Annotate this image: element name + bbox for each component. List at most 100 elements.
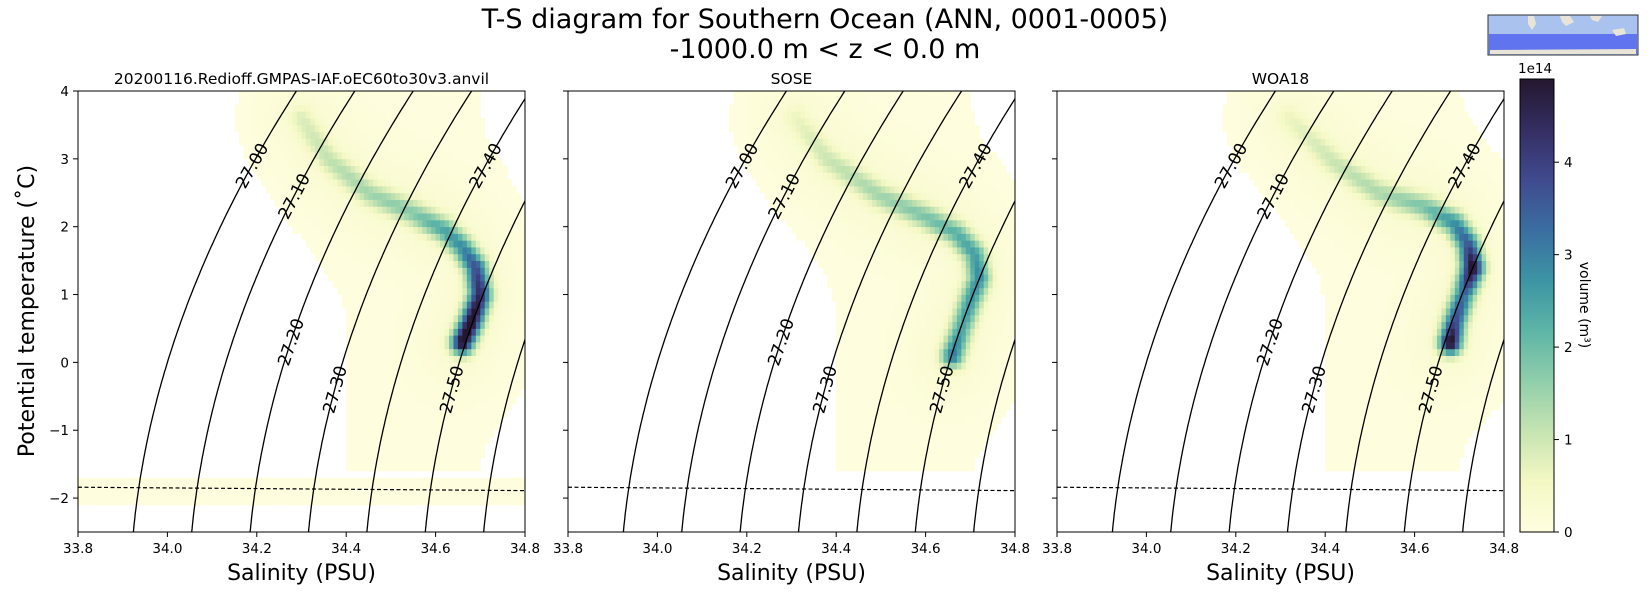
histogram-cell: [947, 464, 953, 472]
histogram-cell: [328, 226, 334, 234]
histogram-cell: [323, 233, 329, 241]
histogram-cell: [390, 443, 396, 451]
histogram-cell: [475, 206, 481, 214]
histogram-cell: [921, 274, 926, 282]
histogram-cell: [247, 111, 253, 119]
histogram-cell: [903, 274, 909, 282]
histogram-cell: [840, 416, 846, 424]
histogram-cell: [939, 274, 944, 282]
histogram-cell: [261, 145, 267, 153]
histogram-cell: [939, 308, 944, 316]
histogram-cell: [885, 152, 891, 160]
histogram-cell: [511, 375, 517, 384]
histogram-cell: [301, 498, 307, 506]
histogram-cell: [417, 348, 423, 356]
histogram-cell: [836, 328, 842, 336]
histogram-cell: [386, 185, 392, 194]
histogram-cell: [444, 355, 450, 363]
histogram-cell: [516, 294, 521, 302]
histogram-cell: [332, 274, 338, 282]
histogram-cell: [511, 484, 517, 492]
histogram-cell: [453, 97, 459, 105]
histogram-cell: [373, 342, 378, 350]
histogram-cell: [813, 213, 819, 221]
histogram-cell: [885, 416, 891, 424]
histogram-cell: [871, 274, 877, 282]
histogram-cell: [782, 185, 788, 194]
histogram-cell: [782, 213, 788, 221]
histogram-cell: [795, 158, 801, 167]
histogram-cell: [520, 355, 525, 363]
histogram-cell: [113, 498, 119, 506]
histogram-cell: [449, 389, 454, 397]
histogram-cell: [310, 477, 316, 485]
histogram-cell: [109, 491, 115, 499]
histogram-cell: [952, 423, 958, 431]
histogram-cell: [457, 253, 463, 262]
histogram-cell: [444, 91, 450, 99]
histogram-cell: [471, 416, 477, 424]
histogram-cell: [426, 314, 432, 323]
histogram-cell: [346, 369, 352, 377]
histogram-cell: [840, 321, 846, 329]
histogram-cell: [782, 111, 788, 119]
histogram-cell: [466, 280, 472, 289]
histogram-cell: [323, 491, 329, 499]
histogram-cell: [493, 206, 499, 214]
histogram-cell: [310, 152, 316, 160]
histogram-cell: [426, 484, 432, 492]
histogram-cell: [880, 287, 886, 295]
histogram-cell: [435, 138, 441, 146]
histogram-cell: [136, 491, 141, 499]
histogram-cell: [907, 450, 913, 458]
histogram-cell: [840, 179, 846, 187]
histogram-cell: [435, 165, 441, 173]
histogram-cell: [435, 328, 441, 336]
histogram-cell: [471, 219, 477, 228]
histogram-cell: [854, 145, 859, 153]
histogram-cell: [912, 443, 918, 451]
histogram-cell: [956, 369, 962, 377]
histogram-cell: [845, 369, 851, 377]
histogram-cell: [319, 131, 325, 139]
histogram-cell: [319, 491, 325, 499]
histogram-cell: [355, 199, 361, 207]
histogram-cell: [822, 97, 828, 105]
histogram-cell: [431, 294, 436, 302]
histogram-cell: [903, 328, 909, 336]
histogram-cell: [238, 498, 244, 506]
histogram-cell: [390, 97, 396, 105]
histogram-cell: [314, 484, 320, 492]
histogram-cell: [323, 124, 329, 133]
histogram-cell: [489, 301, 495, 309]
histogram-cell: [462, 267, 468, 275]
histogram-cell: [863, 375, 868, 384]
histogram-cell: [471, 491, 477, 499]
histogram-cell: [903, 240, 909, 248]
histogram-cell: [422, 416, 428, 424]
histogram-cell: [261, 131, 267, 139]
histogram-cell: [310, 118, 316, 126]
histogram-cell: [346, 498, 352, 506]
histogram-cell: [364, 403, 369, 411]
histogram-cell: [818, 91, 824, 99]
histogram-cell: [431, 382, 436, 390]
histogram-cell: [364, 314, 369, 323]
histogram-cell: [773, 131, 779, 139]
histogram-cell: [395, 253, 401, 262]
histogram-cell: [431, 260, 436, 268]
histogram-cell: [813, 199, 819, 207]
histogram-cell: [921, 213, 926, 221]
histogram-cell: [341, 185, 347, 194]
histogram-cell: [212, 498, 217, 506]
histogram-cell: [813, 165, 819, 173]
histogram-cell: [885, 328, 891, 336]
histogram-cell: [867, 179, 873, 187]
histogram-cell: [346, 355, 352, 363]
histogram-cell: [947, 362, 953, 370]
histogram-cell: [359, 457, 365, 465]
histogram-cell: [484, 219, 490, 228]
histogram-cell: [867, 396, 873, 404]
histogram-cell: [809, 247, 815, 255]
histogram-cell: [413, 443, 419, 451]
